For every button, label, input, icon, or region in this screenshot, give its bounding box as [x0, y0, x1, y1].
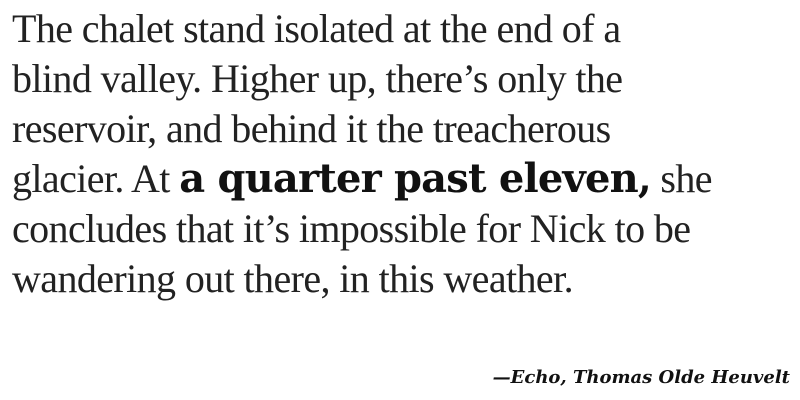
quote-line-6: wandering out there, in this weather.	[12, 256, 574, 301]
quote-text: The chalet stand isolated at the end of …	[12, 4, 792, 304]
quote-line-4-end: she	[651, 156, 712, 201]
quote-line-5: concludes that it’s impossible for Nick …	[12, 206, 691, 251]
quote-emphasis: a quarter past eleven,	[179, 155, 652, 202]
quote-line-1: The chalet stand isolated at the end of …	[12, 6, 621, 51]
quote-attribution: —Echo, Thomas Olde Heuvelt	[492, 367, 790, 388]
quote-line-4-start: glacier. At	[12, 156, 180, 201]
quote-line-2: blind valley. Higher up, there’s only th…	[12, 56, 623, 101]
quote-line-3: reservoir, and behind it the treacherous	[12, 106, 611, 151]
